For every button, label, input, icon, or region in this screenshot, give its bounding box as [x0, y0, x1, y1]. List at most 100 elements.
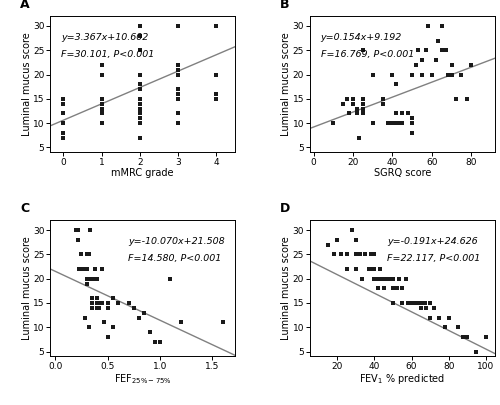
- Point: [98, 105, 106, 112]
- Point: [436, 314, 444, 321]
- Point: [394, 275, 402, 282]
- Point: [174, 62, 182, 68]
- Point: [388, 120, 396, 126]
- Point: [72, 227, 80, 233]
- Point: [174, 86, 182, 92]
- Point: [460, 334, 468, 340]
- Point: [367, 266, 375, 272]
- Point: [60, 130, 68, 136]
- Point: [438, 23, 446, 29]
- Point: [136, 105, 144, 112]
- Point: [78, 251, 86, 258]
- Point: [174, 23, 182, 29]
- Point: [109, 324, 117, 330]
- Point: [104, 300, 112, 306]
- Point: [136, 23, 144, 29]
- Point: [359, 100, 367, 107]
- Point: [85, 251, 93, 258]
- Point: [472, 348, 480, 355]
- Point: [136, 100, 144, 107]
- Point: [392, 110, 400, 117]
- Point: [342, 266, 350, 272]
- Point: [389, 285, 397, 292]
- Point: [93, 275, 101, 282]
- Point: [334, 237, 342, 243]
- Point: [424, 23, 432, 29]
- Point: [422, 305, 430, 311]
- Point: [98, 105, 106, 112]
- Point: [422, 47, 430, 53]
- X-axis label: FEF$_{\mathregular{25\%-75\%}}$: FEF$_{\mathregular{25\%-75\%}}$: [114, 372, 172, 386]
- Point: [359, 105, 367, 112]
- Point: [136, 110, 144, 117]
- Point: [448, 71, 456, 78]
- Point: [174, 120, 182, 126]
- Point: [174, 120, 182, 126]
- Point: [104, 305, 112, 311]
- Point: [174, 91, 182, 97]
- Point: [60, 120, 68, 126]
- Point: [136, 120, 144, 126]
- Point: [177, 319, 185, 326]
- Point: [60, 130, 68, 136]
- Point: [100, 319, 108, 326]
- Point: [60, 96, 68, 102]
- Point: [408, 130, 416, 136]
- Point: [80, 266, 88, 272]
- X-axis label: SGRQ score: SGRQ score: [374, 168, 431, 178]
- Point: [93, 295, 101, 301]
- Point: [82, 251, 90, 258]
- Point: [72, 227, 80, 233]
- Point: [85, 275, 93, 282]
- Point: [367, 251, 375, 258]
- Point: [174, 71, 182, 78]
- Point: [386, 275, 394, 282]
- Point: [438, 23, 446, 29]
- Point: [76, 266, 84, 272]
- Point: [378, 96, 386, 102]
- Point: [430, 305, 438, 311]
- Point: [353, 110, 361, 117]
- Point: [136, 23, 144, 29]
- Point: [98, 300, 106, 306]
- Point: [384, 120, 392, 126]
- Point: [463, 334, 471, 340]
- Point: [174, 110, 182, 117]
- Point: [355, 134, 363, 141]
- Point: [394, 120, 402, 126]
- Point: [402, 275, 410, 282]
- Point: [136, 115, 144, 122]
- Point: [413, 300, 421, 306]
- Point: [388, 120, 396, 126]
- Point: [98, 266, 106, 272]
- Point: [356, 251, 364, 258]
- Point: [343, 96, 351, 102]
- Point: [359, 110, 367, 117]
- Point: [78, 266, 86, 272]
- Point: [174, 96, 182, 102]
- Point: [417, 300, 425, 306]
- Point: [98, 120, 106, 126]
- Text: F=16.769, P<0.001: F=16.769, P<0.001: [320, 50, 414, 59]
- Point: [434, 37, 442, 44]
- Point: [345, 110, 353, 117]
- Point: [352, 237, 360, 243]
- Point: [136, 47, 144, 53]
- Point: [88, 305, 96, 311]
- Point: [82, 266, 90, 272]
- Point: [384, 275, 392, 282]
- Point: [408, 115, 416, 122]
- Point: [432, 57, 440, 63]
- Point: [78, 266, 86, 272]
- Point: [95, 300, 103, 306]
- Point: [98, 110, 106, 117]
- Point: [365, 266, 373, 272]
- Point: [392, 81, 400, 87]
- Point: [166, 275, 174, 282]
- Point: [91, 266, 99, 272]
- Point: [345, 110, 353, 117]
- Point: [398, 300, 406, 306]
- Point: [417, 300, 425, 306]
- Point: [342, 251, 350, 258]
- Point: [444, 314, 452, 321]
